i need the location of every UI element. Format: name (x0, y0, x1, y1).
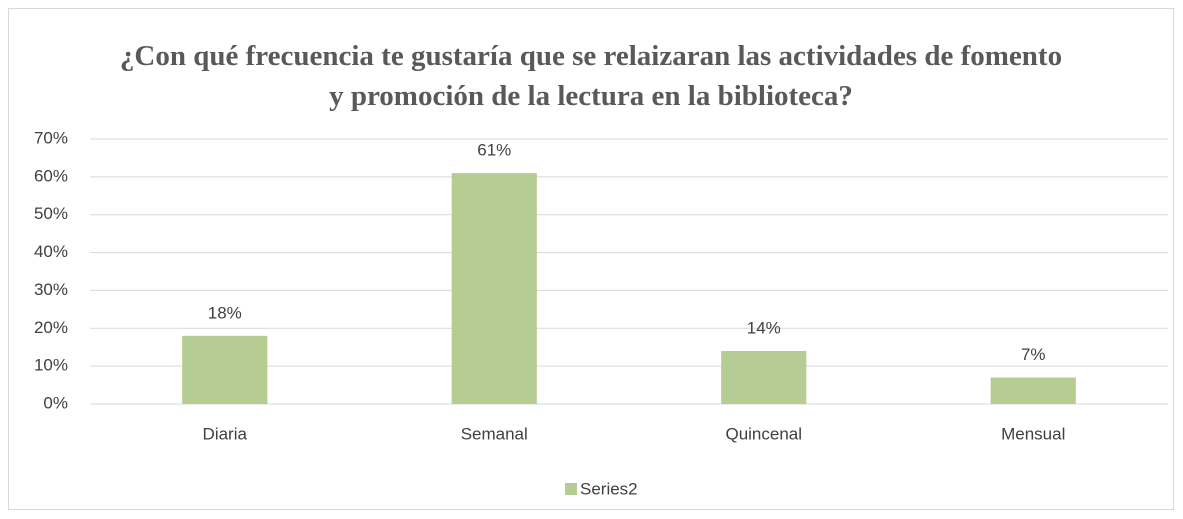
x-tick-label: Mensual (1001, 424, 1065, 443)
y-tick-label: 20% (34, 318, 68, 337)
chart-title: ¿Con qué frecuencia te gustaría que se r… (119, 40, 1063, 112)
y-tick-label: 10% (34, 356, 68, 375)
data-label: 18% (208, 303, 242, 322)
y-tick-label: 30% (34, 280, 68, 299)
legend-label: Series2 (580, 479, 638, 498)
bar (990, 377, 1076, 404)
y-tick-label: 0% (43, 393, 68, 412)
x-tick-label: Semanal (461, 424, 528, 443)
bar (182, 335, 268, 404)
y-tick-label: 40% (34, 242, 68, 261)
legend-swatch (565, 483, 577, 495)
bar (721, 351, 807, 404)
y-tick-label: 60% (34, 166, 68, 185)
data-label: 7% (1021, 345, 1046, 364)
data-label: 61% (477, 141, 511, 160)
chart-frame (8, 8, 1174, 510)
x-tick-label: Quincenal (725, 424, 802, 443)
bar (451, 173, 537, 404)
data-label: 14% (747, 318, 781, 337)
y-tick-label: 50% (34, 204, 68, 223)
y-tick-label: 70% (34, 128, 68, 147)
x-tick-label: Diaria (203, 424, 248, 443)
